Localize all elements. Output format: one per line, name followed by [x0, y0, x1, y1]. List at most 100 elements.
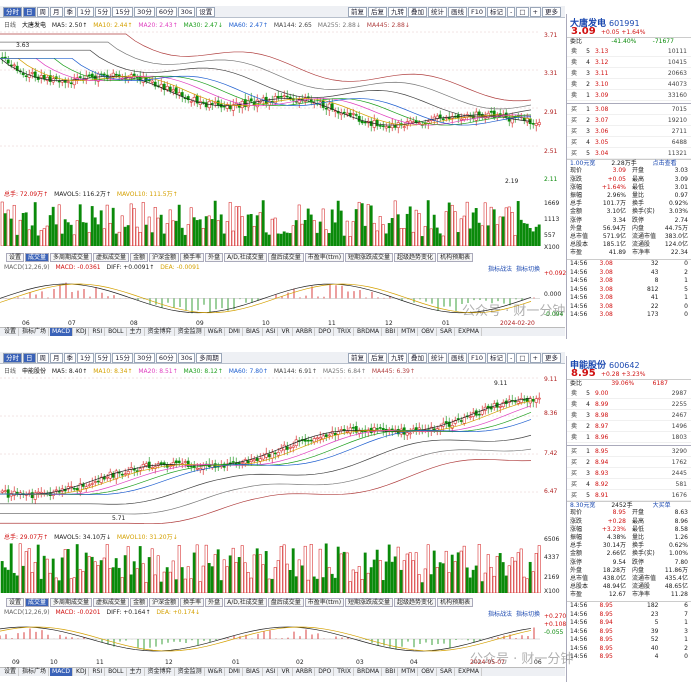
tool-button[interactable]: 前复 — [348, 6, 368, 17]
tool-button[interactable]: 统计 — [428, 352, 448, 363]
bottom-tab[interactable]: OBV — [419, 668, 437, 676]
indicator-tab[interactable]: 成交量 — [25, 598, 50, 607]
bottom-tab[interactable]: W&R — [206, 668, 226, 676]
tool-button[interactable]: 叠加 — [408, 6, 428, 17]
tool-button[interactable]: 标记 — [487, 352, 507, 363]
order-book-row[interactable]: 买 2 3.07 19210 — [567, 115, 691, 127]
tab-30s[interactable]: 30s — [177, 6, 196, 17]
bottom-tab[interactable]: BIAS — [244, 668, 263, 676]
tab-15min[interactable]: 15分 — [112, 352, 134, 363]
bottom-tab[interactable]: BOLL — [106, 328, 127, 336]
order-book-row[interactable]: 买 5 8.91 1676 — [567, 490, 691, 502]
tool-button[interactable]: 九转 — [388, 352, 408, 363]
order-book-row[interactable]: 买 3 8.93 2445 — [567, 468, 691, 480]
order-book-row[interactable]: 卖 5 9.00 2987 — [567, 388, 691, 400]
macd-switch-link[interactable]: 指标切换 — [516, 611, 541, 618]
macd-switch-link[interactable]: 指标切换 — [516, 266, 541, 273]
bottom-tab[interactable]: W&R — [206, 328, 226, 336]
indicator-tab[interactable]: 市盈率(ttm) — [304, 253, 345, 262]
volume-chart[interactable] — [0, 198, 545, 246]
tab-15min[interactable]: 15分 — [112, 6, 134, 17]
tab-weekly[interactable]: 周 — [36, 6, 49, 17]
bottom-tab[interactable]: VR — [279, 328, 293, 336]
tool-button[interactable]: + — [529, 352, 541, 363]
indicator-tab[interactable]: 外盘 — [205, 253, 224, 262]
indicator-tab[interactable]: 沪深金额 — [149, 598, 180, 607]
tab-1min[interactable]: 1分 — [77, 6, 94, 17]
bottom-tab[interactable]: DMI — [226, 668, 243, 676]
tab-multi-period[interactable]: 多周期 — [196, 352, 222, 363]
bottom-tab[interactable]: TRIX — [335, 668, 354, 676]
order-book-row[interactable]: 买 1 3.08 7015 — [567, 104, 691, 116]
indicator-tab[interactable]: 金额 — [130, 253, 149, 262]
bottom-tab[interactable]: DMI — [226, 328, 243, 336]
tab-5min[interactable]: 5分 — [94, 6, 112, 17]
tool-button[interactable]: □ — [516, 352, 529, 363]
candlestick-chart[interactable] — [0, 374, 545, 524]
bottom-tab[interactable]: EXPMA — [456, 328, 482, 336]
tool-button[interactable]: 前复 — [348, 352, 368, 363]
bottom-tab[interactable]: DPO — [316, 328, 335, 336]
indicator-tab[interactable]: A/D,社成交量 — [224, 253, 267, 262]
tool-button[interactable]: □ — [516, 6, 529, 17]
tab-60min[interactable]: 60分 — [155, 352, 177, 363]
bottom-tab[interactable]: 指标广场 — [20, 328, 50, 336]
bottom-tab[interactable]: 设置 — [2, 328, 20, 336]
bottom-tab[interactable]: 资金监测 — [176, 328, 205, 336]
volume-chart[interactable] — [0, 541, 545, 593]
tool-button[interactable]: 更多 — [542, 352, 561, 363]
order-book-row[interactable]: 买 5 3.04 11321 — [567, 148, 691, 160]
tab-weekly[interactable]: 周 — [36, 352, 49, 363]
bottom-tab[interactable]: ARBR — [294, 668, 316, 676]
order-book-row[interactable]: 卖 3 3.11 20663 — [567, 68, 691, 80]
tab-quarterly[interactable]: 季 — [63, 352, 76, 363]
tab-quarterly[interactable]: 季 — [63, 6, 76, 17]
bottom-tab[interactable]: RSI — [90, 668, 106, 676]
indicator-tab[interactable]: 外盘 — [205, 598, 224, 607]
indicator-tab[interactable]: 虚拟成交量 — [93, 598, 130, 607]
indicator-tab[interactable]: 短期涨跌成交量 — [345, 253, 394, 262]
indicator-tab[interactable]: 虚拟成交量 — [93, 253, 130, 262]
tab-intraday[interactable]: 分时 — [3, 6, 22, 17]
indicator-tab[interactable]: A/D,社成交量 — [224, 598, 267, 607]
tool-button[interactable]: 叠加 — [408, 352, 428, 363]
order-book-row[interactable]: 卖 2 3.10 44073 — [567, 79, 691, 91]
tool-button[interactable]: 后复 — [368, 352, 388, 363]
tool-button[interactable]: F10 — [468, 6, 487, 17]
tab-1min[interactable]: 1分 — [77, 352, 94, 363]
bottom-tab[interactable]: BRDMA — [355, 328, 383, 336]
indicator-tab[interactable]: 市盈率(ttm) — [304, 598, 345, 607]
tab-settings[interactable]: 设置 — [196, 6, 216, 17]
macd-chart[interactable] — [0, 617, 545, 657]
bottom-tab[interactable]: 主力 — [128, 328, 145, 336]
tab-daily[interactable]: 日 — [23, 6, 36, 17]
bottom-tab[interactable]: KDJ — [74, 668, 90, 676]
tab-monthly[interactable]: 月 — [50, 6, 63, 17]
tab-intraday[interactable]: 分时 — [3, 352, 22, 363]
order-book-row[interactable]: 卖 3 8.98 2467 — [567, 410, 691, 422]
bottom-tab[interactable]: BIAS — [244, 328, 263, 336]
order-book-row[interactable]: 买 1 8.95 3290 — [567, 446, 691, 458]
order-book-row[interactable]: 卖 2 8.97 1496 — [567, 421, 691, 433]
order-book-row[interactable]: 卖 4 8.99 2255 — [567, 399, 691, 411]
bottom-tab[interactable]: 资金博弈 — [146, 668, 175, 676]
tab-30min[interactable]: 30分 — [134, 352, 155, 363]
tool-button[interactable]: F10 — [468, 352, 487, 363]
tab-5min[interactable]: 5分 — [94, 352, 112, 363]
bottom-tab[interactable]: BBI — [383, 328, 399, 336]
bottom-tab[interactable]: BRDMA — [355, 668, 383, 676]
tool-button[interactable]: - — [507, 352, 516, 363]
indicator-tab[interactable]: 多周期成交量 — [50, 598, 93, 607]
indicator-tab[interactable]: 短期涨跌成交量 — [345, 598, 394, 607]
tool-button[interactable]: 标记 — [487, 6, 507, 17]
bottom-tab[interactable]: 指标广场 — [20, 668, 50, 676]
tool-button[interactable]: - — [507, 6, 516, 17]
tool-button[interactable]: 更多 — [542, 6, 561, 17]
bottom-tab[interactable]: 主力 — [128, 668, 145, 676]
tool-button[interactable]: 九转 — [388, 6, 408, 17]
bottom-tab[interactable]: DPO — [316, 668, 335, 676]
macd-strategy-link[interactable]: 指标战法 — [488, 266, 513, 273]
bottom-tab[interactable]: ASI — [264, 668, 279, 676]
bottom-tab[interactable]: RSI — [90, 328, 106, 336]
tool-button[interactable]: 统计 — [428, 6, 448, 17]
